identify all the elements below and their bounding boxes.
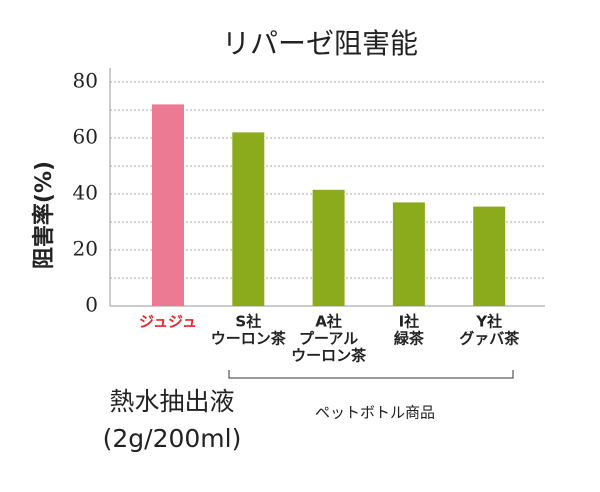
bar	[152, 104, 184, 307]
x-tick-label: ジュジュ	[139, 313, 197, 331]
bar	[473, 206, 506, 306]
y-tick-label: 0	[85, 293, 98, 317]
chart-title: リパーゼ阻害能	[222, 27, 418, 60]
x-tick-label: グァバ茶	[459, 330, 520, 348]
x-tick-label: I社	[399, 313, 420, 331]
bar	[232, 132, 265, 306]
y-axis-label: 阻害率(%)	[31, 161, 57, 269]
y-tick-label: 80	[73, 69, 98, 93]
y-tick-label: 40	[73, 181, 98, 205]
x-tick-label: ウーロン茶	[291, 347, 367, 365]
bar	[312, 189, 345, 306]
x-tick-label: ウーロン茶	[211, 330, 287, 348]
x-tick-label: 緑茶	[394, 330, 425, 348]
y-tick-label: 60	[73, 125, 98, 149]
x-tick-label: プーアル	[299, 330, 358, 348]
bracket-label: ペットボトル商品	[315, 404, 435, 422]
y-tick-label: 20	[73, 237, 98, 261]
x-tick-label: S社	[235, 313, 261, 331]
x-tick-label: Y社	[475, 313, 502, 331]
annotation: 熱水抽出液	[109, 387, 234, 416]
bracket	[228, 370, 514, 379]
bar	[392, 202, 425, 306]
annotation: (2g/200ml)	[103, 424, 242, 453]
x-tick-label: A社	[315, 313, 342, 331]
